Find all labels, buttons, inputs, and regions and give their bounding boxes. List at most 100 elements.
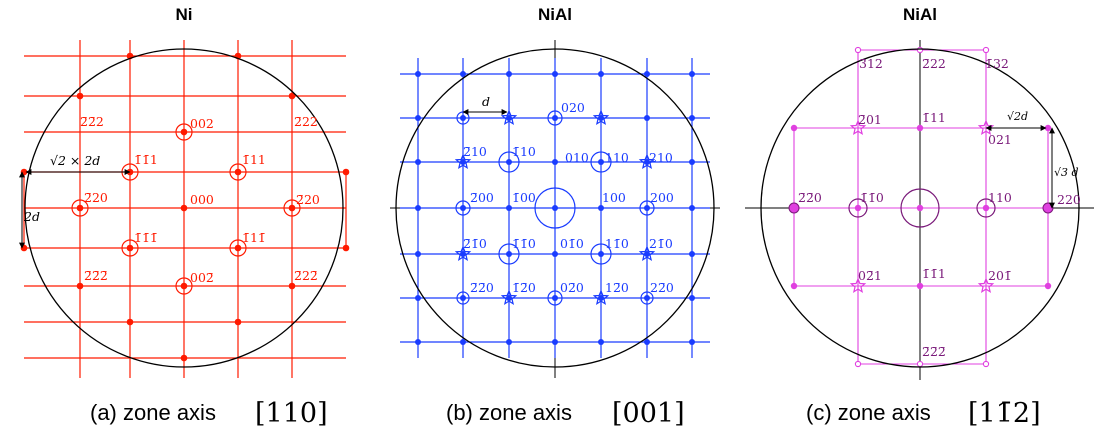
panel-c-zone-axis: [11̄2] [968, 398, 1041, 429]
spot-label: 2̄2̄0 [798, 190, 822, 205]
diffraction-spot [689, 159, 695, 165]
diffraction-spot [689, 339, 695, 345]
diffraction-spot [460, 159, 466, 165]
diffraction-spot [342, 244, 350, 252]
diffraction-spot [506, 205, 512, 211]
spot-label: 21̄0 [649, 236, 673, 251]
diffraction-spot-open [982, 360, 990, 368]
spot-label: 3̄12 [859, 56, 883, 71]
diffraction-spot [644, 115, 650, 121]
spot-label: 02̄1 [858, 268, 882, 283]
spot-label: 2̄2̄2̄ [922, 344, 946, 359]
diffraction-spot [790, 124, 798, 132]
spot-label: 2̄2̄2̄ [84, 268, 108, 283]
diffraction-spot [506, 251, 512, 257]
diffraction-spot [916, 282, 924, 290]
spot-label: 11̄0 [605, 236, 629, 251]
spot-label: 2̄00 [470, 190, 494, 205]
superlattice-star [500, 289, 518, 305]
diffraction-spot [506, 159, 512, 165]
diffraction-spot-open [854, 360, 862, 368]
spot-label: 2̄2̄0 [470, 280, 494, 295]
spot-label: 2̄20 [84, 190, 108, 205]
diffraction-spot-open [916, 46, 924, 54]
spot-label: 1̄1̄0 [512, 236, 536, 251]
diffraction-spot [598, 159, 604, 165]
diffraction-spot [552, 295, 558, 301]
spot-label: 2̄10 [463, 144, 487, 159]
diffraction-spot [644, 339, 650, 345]
diffraction-spot [415, 251, 421, 257]
central-beam [534, 187, 576, 229]
spot-label: 1̄1̄1 [134, 152, 158, 167]
diffraction-spot [180, 204, 188, 212]
spacing-annotation-b: d [462, 94, 508, 115]
spot-label: 002̄ [190, 270, 214, 285]
diffraction-spot [644, 159, 650, 165]
diffraction-spot [126, 318, 134, 326]
diffraction-spot [460, 251, 466, 257]
diffraction-spot [552, 251, 558, 257]
diffraction-spot [644, 295, 650, 301]
diffraction-spot [126, 244, 134, 252]
superlattice-star [592, 109, 610, 125]
spot-label: 02̄0 [560, 280, 584, 295]
diffraction-spot [506, 339, 512, 345]
diffraction-spot [288, 282, 296, 290]
diffraction-spot [234, 318, 242, 326]
row-spacing-label-c: √2d [1007, 110, 1028, 123]
diffraction-spot [598, 339, 604, 345]
spot-label: 020 [561, 100, 585, 115]
spot-label: 2̄2̄2 [80, 114, 104, 129]
central-beam [900, 188, 940, 228]
spot-label: 1̄1̄1̄ [134, 230, 158, 245]
superlattice-star [592, 289, 610, 305]
diffraction-spot [1044, 282, 1052, 290]
allowed-spot-ring [175, 123, 193, 141]
diffraction-spot [76, 282, 84, 290]
diffraction-spot [415, 71, 421, 77]
spot-label: 1̄11 [242, 152, 266, 167]
spacing-annotation-c: √2d √3 d [985, 110, 1079, 209]
spacing-annotation-a: √2 × 2d 2d [19, 153, 131, 249]
diffraction-spot [790, 282, 798, 290]
row-spacing-label-a: √2 × 2d [50, 153, 100, 168]
spot-label: 110 [988, 190, 1012, 205]
allowed-spot-ring [175, 277, 193, 295]
panel-a-caption: (a) zone axis [90, 400, 216, 425]
diffraction-spot [552, 159, 558, 165]
diffraction-spot [916, 204, 924, 212]
diffraction-spot [415, 159, 421, 165]
spot-label: 2̄22 [922, 56, 946, 71]
spot-label: 1̄2̄0 [512, 280, 536, 295]
diffraction-spot [854, 204, 862, 212]
diffraction-spot [460, 115, 466, 121]
row-spacing-label-b: d [482, 94, 490, 109]
diffraction-spot-open [854, 46, 862, 54]
allowed-spot-ring [976, 198, 996, 218]
diffraction-spot [506, 115, 512, 121]
diffraction-spot [644, 205, 650, 211]
spot-label: 210 [649, 150, 673, 165]
panel-b-title: NiAl [538, 5, 572, 24]
diffraction-spot-open [916, 360, 924, 368]
allowed-spot-ring [639, 200, 655, 216]
spot-label: 12̄0 [605, 280, 629, 295]
panel-b-caption: (b) zone axis [446, 400, 572, 425]
spot-label: 200 [650, 190, 674, 205]
diffraction-spot [460, 71, 466, 77]
diffraction-spot [460, 205, 466, 211]
col-spacing-label-a: 2d [23, 209, 40, 224]
diffraction-spot [288, 92, 296, 100]
allowed-spot-ring [547, 290, 563, 306]
allowed-spot-ring [590, 243, 612, 265]
diffraction-spot [342, 168, 350, 176]
diffraction-spot [644, 71, 650, 77]
spot-label: 2̄01 [858, 112, 882, 127]
diffraction-spot-open [982, 46, 990, 54]
allowed-spot-ring [283, 199, 301, 217]
diffraction-spot [415, 295, 421, 301]
diffraction-spot [415, 115, 421, 121]
